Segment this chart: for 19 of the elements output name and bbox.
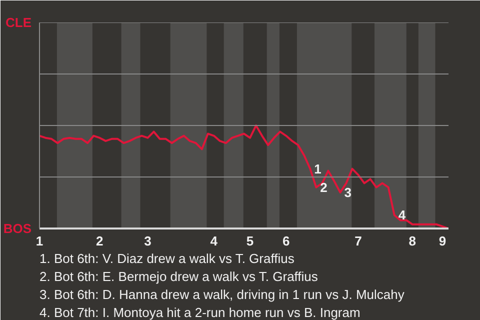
text: BOS [3,221,32,236]
text: CLE [6,15,32,30]
annotation: 2 [320,180,328,195]
text: 1. Bot 6th: V. Diaz drew a walk vs T. Graffius [40,251,295,266]
text: 3. Bot 6th: D. Hanna drew a walk, driving in 1 run vs J. Mulcahy [40,287,405,302]
annotation: 4 [398,208,406,223]
x-tick-label: 7 [354,234,362,248]
text: 2. Bot 6th: E. Bermejo drew a walk vs T. Graffius [40,269,318,284]
x-tick-label: 9 [438,234,446,248]
x-tick-label: 5 [246,234,254,248]
x-tick-label: 3 [144,234,152,248]
x-tick-label: 1 [36,234,44,248]
x-tick-label: 8 [408,234,416,248]
x-tick-label: 2 [96,234,104,248]
annotation: 1 [314,161,322,176]
x-tick-label: 6 [282,234,290,248]
text: 4. Bot 7th: I. Montoya hit a 2-run home run vs B. Ingram [40,305,360,320]
annotation: 3 [344,184,352,200]
x-tick-label: 4 [210,234,218,248]
